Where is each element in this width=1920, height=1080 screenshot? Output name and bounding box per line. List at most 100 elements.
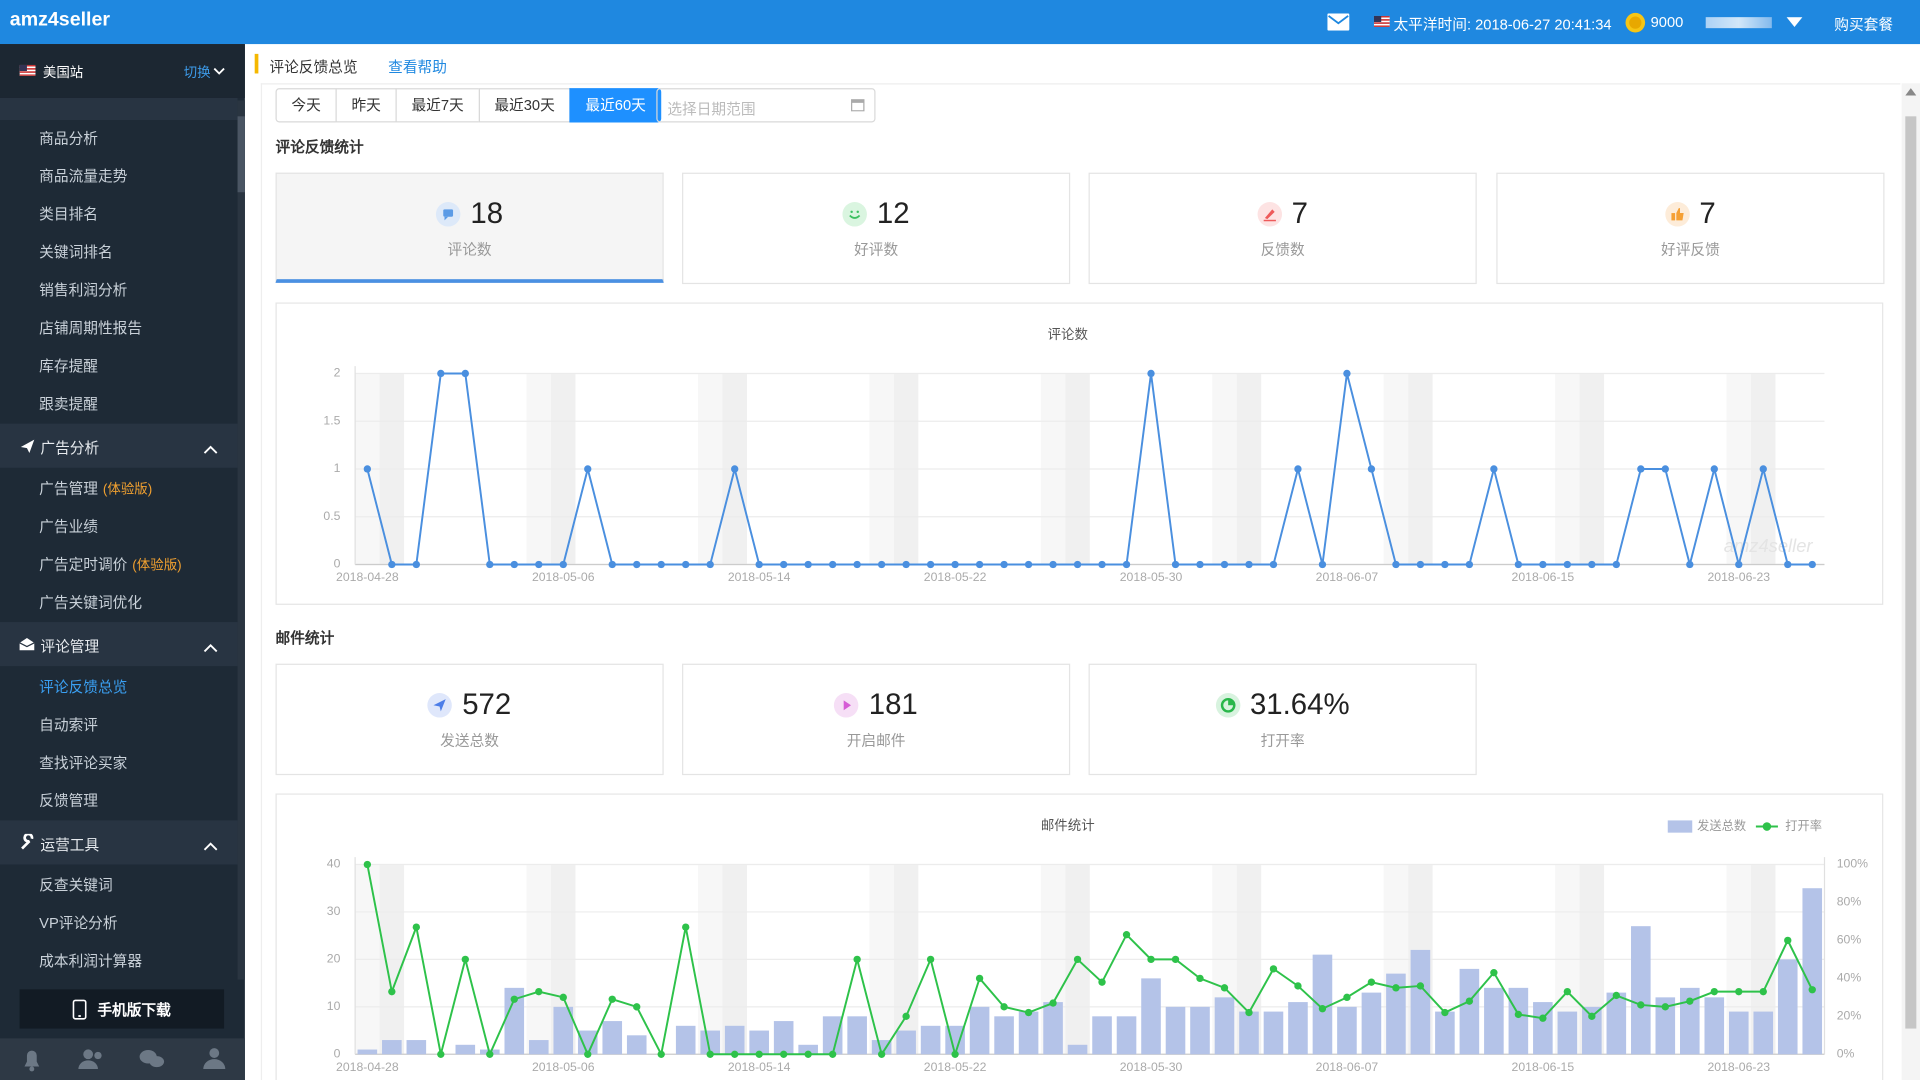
menu-section-bg[interactable] (0, 622, 238, 667)
stat-icon (1257, 202, 1282, 227)
menu-item[interactable]: VP评论分析 (39, 914, 118, 932)
stat-value-row: 572 (277, 688, 663, 722)
phone-icon (73, 998, 88, 1019)
menu-section-chevron (203, 639, 218, 653)
menu-item[interactable]: 商品流量走势 (39, 167, 128, 185)
sidebar-scrollbar (237, 100, 245, 980)
range-tab[interactable]: 最近30天 (478, 88, 571, 123)
stat-value-row: 31.64% (1090, 688, 1476, 722)
stat-value-row: 7 (1090, 197, 1476, 231)
stat-icon (427, 693, 453, 718)
stat-value: 7 (1291, 197, 1308, 231)
stat-value: 572 (462, 688, 512, 722)
stat-value: 18 (470, 197, 504, 231)
menu-item[interactable]: 广告管理 (体验版) (39, 478, 152, 499)
sidebar-scroll-thumb[interactable] (237, 116, 245, 193)
content-border (260, 83, 1901, 1080)
sidebar-section-cut (0, 97, 238, 120)
date-placeholder: 选择日期范围 (667, 100, 756, 118)
coin-icon (1625, 12, 1646, 33)
range-tabs: 今天 昨天 最近7天 最近30天 最近60天 (275, 88, 662, 123)
stat-icon (436, 202, 461, 227)
menu-item[interactable]: 库存提醒 (39, 357, 98, 375)
breadcrumb-marker (254, 53, 259, 74)
date-range-input[interactable]: 选择日期范围 (656, 88, 876, 123)
menu-item[interactable]: 评论反馈总览 (39, 678, 128, 696)
range-tab[interactable]: 今天 (275, 88, 337, 123)
user-name-blurred[interactable] (1705, 17, 1772, 29)
mail-chart-box (275, 793, 1884, 1080)
menu-section-icon (18, 437, 35, 454)
menu-item[interactable]: 广告定时调价 (体验版) (39, 553, 181, 574)
menu-item[interactable]: 店铺周期性报告 (39, 319, 143, 337)
menu-item-tag: (体验版) (102, 482, 153, 498)
menu-item-label: 广告管理 (39, 480, 98, 498)
menu-section-chevron (203, 838, 218, 851)
menu-item[interactable]: 商品分析 (39, 129, 98, 147)
stat-value-row: 18 (277, 197, 663, 231)
logo[interactable]: amz4seller (9, 9, 111, 31)
stat-label: 好评数 (854, 241, 899, 259)
sidebar-bottom-icons[interactable] (0, 1038, 245, 1080)
site-flag (19, 64, 36, 76)
menu-item[interactable]: 关键词排名 (39, 243, 113, 261)
stat-icon (1215, 693, 1241, 718)
stat-card[interactable]: 12 好评数 (682, 172, 1071, 285)
menu-item-tag: (体验版) (132, 558, 182, 574)
mobile-download-label: 手机版下载 (97, 1001, 171, 1019)
scroll-up-arrow[interactable] (1905, 88, 1917, 96)
stat-label: 评论数 (447, 241, 492, 259)
stat-value-row: 12 (683, 197, 1069, 231)
range-tab[interactable]: 昨天 (335, 88, 397, 123)
menu-section-title: 广告分析 (40, 439, 100, 457)
menu-item[interactable]: 跟卖提醒 (39, 395, 98, 413)
switch-chevron[interactable] (213, 67, 225, 76)
buy-plan[interactable]: 购买套餐 (1834, 15, 1894, 34)
calendar-icon (851, 99, 865, 112)
sidebar-bottom-bar (0, 1038, 245, 1080)
stat-label: 反馈数 (1260, 241, 1305, 259)
menu-item[interactable]: 类目排名 (39, 205, 98, 223)
stat-value: 31.64% (1249, 688, 1350, 722)
menu-item[interactable]: 查找评论买家 (39, 754, 128, 772)
mail-icon[interactable] (1327, 13, 1350, 31)
menu-item[interactable]: 销售利润分析 (39, 281, 128, 299)
review-chart-box (275, 302, 1884, 605)
menu-section-title: 运营工具 (40, 836, 100, 854)
stat-card[interactable]: 181 开启邮件 (682, 663, 1071, 776)
user-dropdown[interactable] (1786, 17, 1803, 27)
stat-label: 好评反馈 (1661, 241, 1720, 259)
stat-value: 12 (876, 197, 910, 231)
stat-icon (1665, 202, 1690, 227)
page-scroll-thumb[interactable] (1905, 116, 1917, 1029)
breadcrumb-title: 评论反馈总览 (269, 58, 358, 76)
menu-item-label: 广告定时调价 (39, 555, 128, 574)
menu-item[interactable]: 反查关键词 (39, 876, 113, 894)
menu-item[interactable]: 成本利润计算器 (39, 952, 143, 970)
us-flag (1373, 15, 1390, 27)
stat-card[interactable]: 7 反馈数 (1088, 172, 1477, 285)
sidebar (0, 44, 245, 1080)
menu-item[interactable]: 广告关键词优化 (39, 593, 143, 612)
menu-item[interactable]: 自动索评 (39, 716, 98, 734)
menu-section-icon (18, 636, 35, 653)
range-tab[interactable]: 最近60天 (569, 88, 662, 123)
site-switch[interactable]: 切换 (183, 66, 211, 81)
top-bar (0, 0, 1920, 45)
pacific-time: 太平洋时间: 2018-06-27 20:41:34 (1393, 15, 1612, 34)
stat-card[interactable]: 7 好评反馈 (1496, 172, 1885, 285)
menu-item[interactable]: 广告业绩 (39, 517, 98, 536)
stat-card[interactable]: 31.64% 打开率 (1088, 663, 1477, 776)
stat-card[interactable]: 572 发送总数 (275, 663, 664, 776)
menu-item[interactable]: 反馈管理 (39, 792, 98, 810)
stat-icon (842, 202, 868, 227)
range-tab[interactable]: 最近7天 (395, 88, 480, 123)
mobile-download[interactable]: 手机版下载 (19, 989, 225, 1029)
stat-value: 7 (1699, 197, 1716, 231)
menu-section-bg[interactable] (0, 423, 238, 468)
stat-card[interactable]: 18 评论数 (275, 172, 664, 283)
mail-stats-title: 邮件统计 (275, 629, 335, 647)
help-link[interactable]: 查看帮助 (388, 58, 447, 76)
menu-section-bg[interactable] (0, 820, 238, 865)
